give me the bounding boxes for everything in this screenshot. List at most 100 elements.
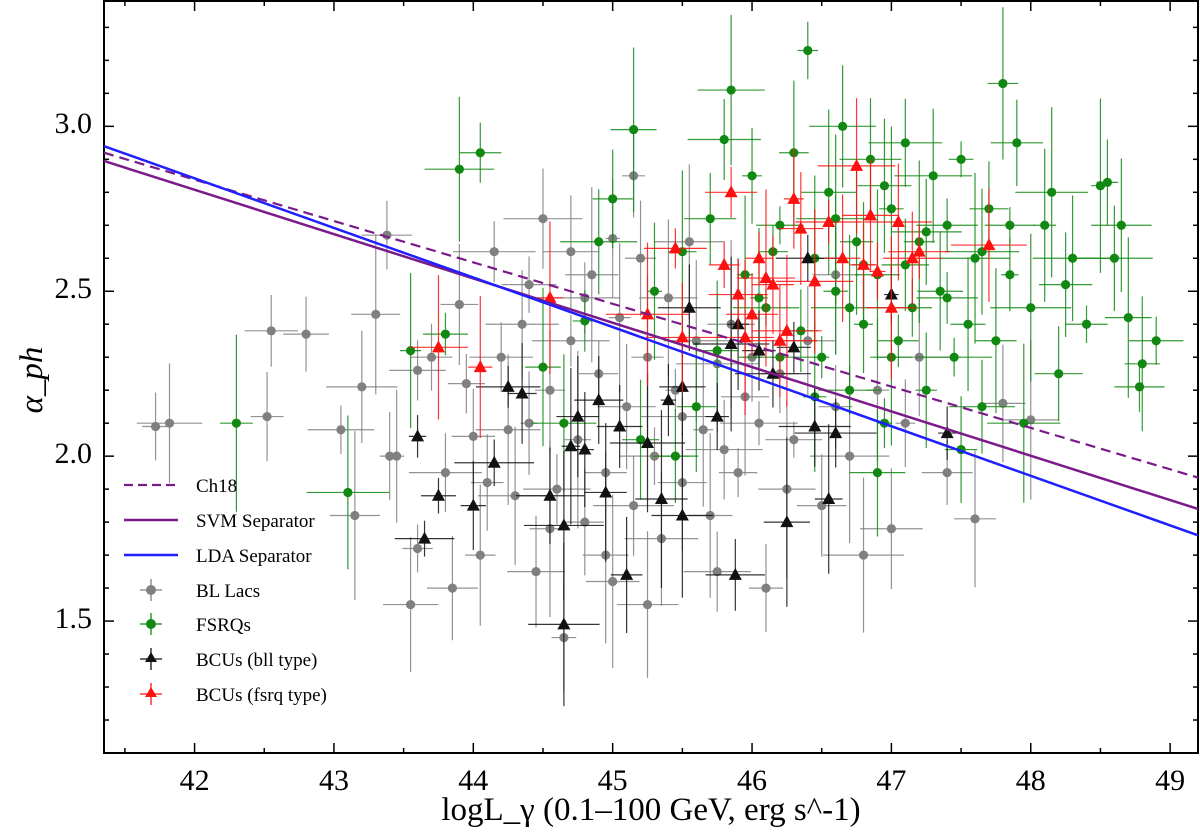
- bl-lac-point: [718, 448, 758, 498]
- fsrq-point: [1075, 205, 1153, 311]
- bl-lac-point: [501, 256, 557, 313]
- fsrq-point: [975, 268, 1017, 414]
- bcu-bll-point: [794, 398, 877, 468]
- legend-swatch-bcus-bll: [140, 648, 162, 670]
- bcu-bll-point: [561, 368, 581, 525]
- legend-label-lda: LDA Separator: [196, 546, 312, 567]
- bcu-fsrq-point: [708, 259, 768, 331]
- x-tick-label: 46: [737, 764, 767, 797]
- bcu-bll-point: [421, 477, 456, 514]
- bcu-fsrq-point: [778, 172, 824, 285]
- legend-label-ch18: Ch18: [196, 476, 237, 497]
- bl-lac-point: [639, 219, 698, 377]
- y-axis-tick-labels: 1.5 2.0 2.5 3.0: [55, 107, 93, 635]
- fsrq-point: [1034, 326, 1083, 422]
- fsrq-point: [1096, 139, 1119, 226]
- bl-lac-point: [465, 484, 496, 626]
- bcu-bll-point: [596, 384, 643, 468]
- y-tick-label: 1.5: [55, 602, 93, 635]
- bcu-fsrq-point: [883, 211, 942, 305]
- fsrq-point: [890, 178, 962, 285]
- bcu-bll-point: [574, 356, 624, 445]
- fsrq-point: [796, 134, 876, 303]
- legend-label-bl-lacs: BL Lacs: [196, 581, 260, 602]
- plot-area-frame: [103, 0, 1199, 754]
- legend-swatch-fsrqs: [140, 613, 162, 635]
- bcu-fsrq-point: [468, 296, 493, 439]
- bl-lac-point: [585, 494, 640, 669]
- legend-label-bcus-fsrq: BCUs (fsrq type): [196, 685, 327, 706]
- svm-separator-line: [104, 159, 1198, 511]
- series-bcus-fsrq-type: [409, 98, 1027, 439]
- y-axis-label: α_ph: [14, 347, 50, 414]
- fsrq-point: [742, 127, 762, 224]
- bl-lac-point: [542, 195, 600, 308]
- bcu-bll-point: [515, 447, 585, 544]
- bcu-bll-point: [705, 539, 765, 611]
- bcu-fsrq-point: [850, 219, 877, 311]
- fsrq-point: [948, 141, 974, 178]
- fsrq-point: [944, 188, 1020, 315]
- fsrq-point: [525, 288, 561, 447]
- x-tick-label: 43: [319, 764, 349, 797]
- bcu-bll-point: [705, 383, 729, 451]
- x-tick-label: 45: [598, 764, 628, 797]
- fsrq-point: [849, 408, 906, 537]
- legend-label-bcus-bll: BCUs (bll type): [196, 650, 317, 671]
- bcu-fsrq-point: [708, 241, 740, 289]
- fsrq-point: [857, 118, 912, 253]
- fsrq-point: [306, 415, 390, 570]
- bl-lac-point: [520, 371, 538, 475]
- bl-lac-point: [523, 454, 591, 525]
- fsrq-point: [697, 14, 765, 166]
- fsrq-point: [459, 122, 502, 183]
- fsrq-point: [1091, 98, 1110, 273]
- bl-lac-point: [410, 323, 453, 391]
- x-axis-label: logL_γ (0.1–100 GeV, erg s^-1): [441, 792, 860, 828]
- bcu-bll-point: [394, 520, 455, 557]
- data-layer: [104, 7, 1198, 707]
- fsrq-point: [939, 172, 1011, 344]
- ch18-line: [104, 151, 1198, 479]
- bl-lac-point: [532, 314, 610, 367]
- bcu-fsrq-point: [752, 254, 822, 407]
- legend: Ch18 SVM Separator LDA Separator BL Lacs…: [124, 476, 327, 706]
- fsrq-point: [1001, 238, 1019, 312]
- fsrq-point: [423, 312, 468, 356]
- fsrq-point: [990, 233, 1072, 382]
- fsrq-point: [916, 271, 978, 324]
- bl-lac-point: [683, 531, 751, 612]
- fsrq-point: [1038, 232, 1093, 337]
- bcu-bll-point: [460, 461, 486, 551]
- legend-label-svm: SVM Separator: [196, 511, 315, 532]
- fsrq-point: [400, 273, 422, 429]
- bl-lac-point: [142, 392, 169, 461]
- fsrq-point: [220, 334, 253, 512]
- bcu-fsrq-point: [842, 159, 899, 272]
- bcu-bll-point: [609, 373, 686, 513]
- bcu-bll-point: [454, 439, 535, 487]
- fsrq-point: [915, 332, 937, 448]
- fsrq-point: [809, 65, 877, 188]
- bcu-bll-point: [507, 343, 537, 444]
- y-tick-label: 3.0: [55, 107, 93, 140]
- bl-lac-point: [452, 221, 536, 283]
- axis-ticks: [104, 1, 1198, 754]
- fsrq-point: [1114, 361, 1165, 412]
- bl-lac-point: [895, 379, 916, 467]
- fsrq-point: [797, 21, 818, 80]
- bl-lac-point: [307, 405, 375, 455]
- bl-lac-point: [565, 187, 619, 363]
- bcu-bll-point: [657, 264, 721, 351]
- bl-lac-point: [980, 344, 1026, 463]
- fsrq-point: [894, 108, 973, 243]
- fsrq-point: [987, 7, 1019, 160]
- fsrq-point: [1104, 237, 1152, 398]
- fsrq-point: [990, 99, 1043, 186]
- bcu-fsrq-point: [864, 163, 933, 281]
- bl-lac-point: [693, 352, 714, 507]
- bcu-bll-point: [584, 423, 627, 562]
- bcu-bll-point: [475, 366, 541, 408]
- bcu-bll-point: [575, 392, 595, 508]
